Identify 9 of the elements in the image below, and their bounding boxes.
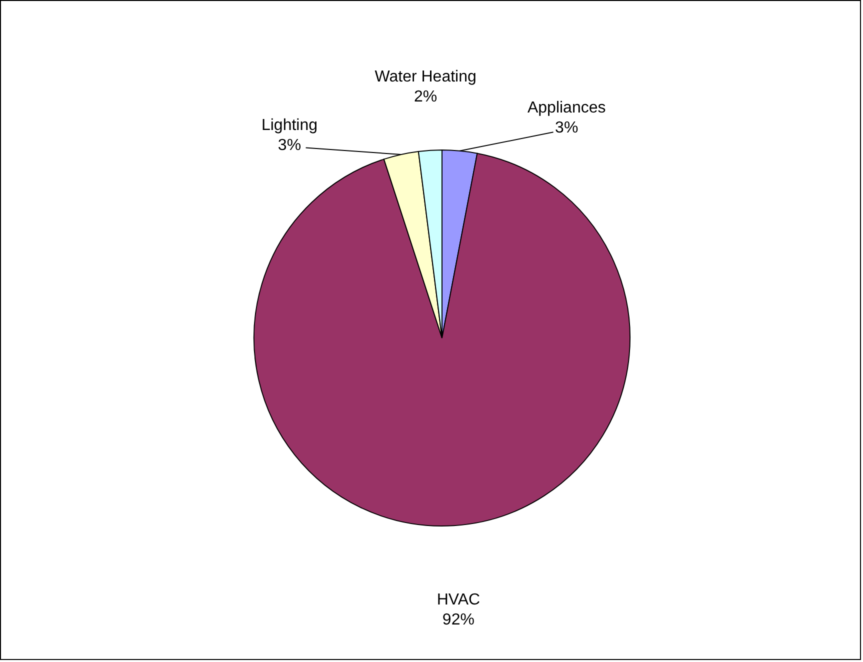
data-label: 3% (278, 136, 302, 154)
data-label: 3% (555, 120, 578, 137)
slice-label: Water Heating (374, 68, 476, 86)
data-label: 92% (442, 611, 474, 628)
pie-slice (254, 152, 630, 526)
slice-label: HVAC (436, 591, 480, 608)
slice-label: Lighting (261, 116, 318, 134)
slice-label: Appliances (527, 100, 606, 117)
data-label: 2% (414, 88, 438, 106)
